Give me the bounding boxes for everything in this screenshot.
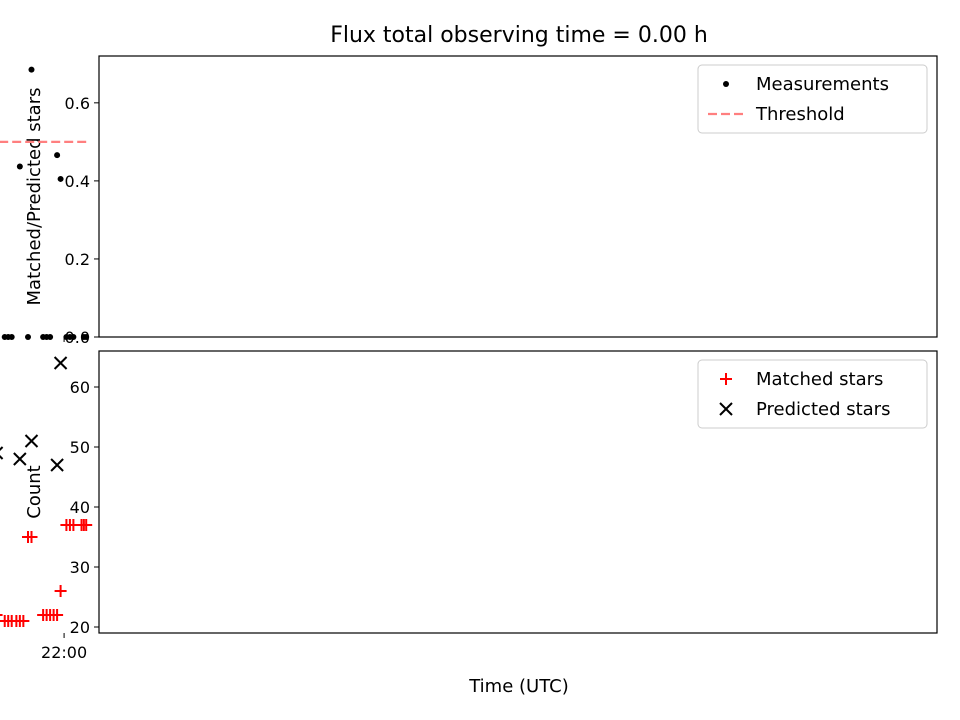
predicted-point (53, 356, 68, 370)
measurement-point (40, 334, 47, 340)
measurement-point (1, 334, 8, 340)
measurement-point (80, 334, 87, 340)
legend: Matched stars Predicted stars (697, 359, 928, 429)
panel-ratio: 0.0 0.2 0.4 0.6 Matched/Predicted stars Measu… (0, 55, 938, 347)
matched-point (22, 531, 35, 543)
x-tick-label: 22:00 (41, 643, 87, 662)
legend-swatch (723, 81, 729, 87)
measurement-point (25, 334, 32, 340)
legend-swatch (720, 373, 732, 385)
predicted-point (50, 458, 64, 472)
matched-point (37, 609, 50, 621)
legend-label: Predicted stars (756, 399, 890, 420)
legend-swatch (719, 402, 733, 416)
series-measurements (1, 66, 90, 340)
y-tick-label: 20 (70, 618, 90, 637)
y-tick-label: 60 (70, 378, 90, 397)
chart-title: Flux total observing time = 0.00 h (330, 23, 708, 48)
predicted-point (13, 452, 27, 466)
predicted-point (24, 434, 39, 448)
series-predicted-stars (0, 356, 68, 472)
matched-point (0, 615, 11, 627)
y-tick-label: 50 (70, 438, 90, 457)
series-matched-stars (0, 519, 93, 627)
legend-label: Measurements (756, 74, 889, 95)
legend-box (697, 359, 928, 429)
predicted-point (0, 446, 4, 460)
legend-box (697, 64, 928, 134)
y-tick-label: 30 (70, 558, 90, 577)
y-tick-label: 0.6 (65, 94, 90, 113)
legend-label: Threshold (755, 104, 845, 125)
measurement-point (57, 175, 64, 182)
panel-counts: 22:0002:0004:0006:0008:0000:002030405060… (0, 350, 938, 662)
y-tick-label: 0.4 (65, 172, 90, 191)
matched-point (60, 519, 73, 531)
measurement-point (28, 66, 35, 73)
matched-point (0, 614, 3, 616)
y-tick-label: 0.0 (65, 328, 90, 347)
measurement-point (54, 152, 61, 159)
measurement-point (16, 163, 23, 170)
y-tick-label: 0.2 (65, 250, 90, 269)
matched-point (54, 585, 67, 597)
x-axis-label: Time (UTC) (468, 676, 569, 697)
legend-label: Matched stars (756, 369, 883, 390)
legend: Measurements Threshold (697, 64, 928, 134)
measurement-point (63, 334, 70, 340)
y-axis-label: Count (24, 465, 45, 518)
y-tick-label: 40 (70, 498, 90, 517)
y-axis-label: Matched/Predicted stars (24, 88, 45, 306)
